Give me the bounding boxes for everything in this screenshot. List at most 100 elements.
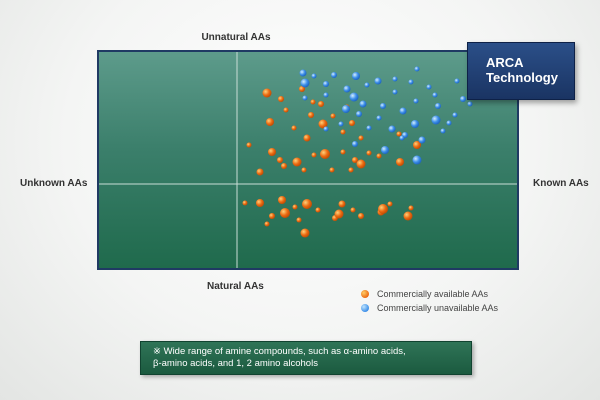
unavailable-aa-dot (426, 84, 432, 90)
available-aa-dot (330, 113, 336, 119)
note-line-1: ※ Wide range of amine compounds, such as… (153, 346, 406, 357)
unavailable-aa-dot (467, 101, 473, 107)
available-aa-dot (292, 157, 302, 167)
unavailable-aa-dot (392, 76, 398, 82)
available-aa-dot (277, 157, 283, 163)
axis-label-left: Unknown AAs (20, 178, 88, 189)
available-aa-dot (352, 157, 358, 163)
available-aa-dot (308, 112, 314, 118)
available-aa-dot (329, 167, 335, 173)
available-aa-dot (408, 205, 414, 211)
available-aa-dot (300, 228, 310, 238)
available-aa-dot (310, 99, 316, 105)
dot-cloud (242, 66, 473, 238)
legend-item-unavailable: Commercially unavailable AAs (361, 301, 498, 315)
unavailable-aa-dot (432, 92, 438, 98)
available-aa-dot (358, 135, 364, 141)
unavailable-aa-dot (380, 103, 386, 109)
blue-dot-icon (361, 304, 369, 312)
legend: Commercially available AAs Commercially … (361, 287, 498, 315)
axis-label-top: Unnatural AAs (201, 32, 271, 43)
badge-line-1: ARCA (486, 55, 524, 70)
available-aa-dot (302, 199, 312, 209)
legend-label-available: Commercially available AAs (377, 289, 489, 299)
unavailable-aa-dot (364, 82, 370, 88)
available-aa-dot (376, 153, 382, 159)
available-aa-dot (318, 119, 328, 129)
available-aa-dot (268, 148, 276, 156)
axis-label-right: Known AAs (533, 178, 589, 189)
available-aa-dot (291, 125, 297, 131)
unavailable-aa-dot (323, 92, 329, 98)
unavailable-aa-dot (302, 95, 308, 101)
unavailable-aa-dot (413, 98, 419, 104)
available-aa-dot (266, 118, 274, 126)
available-aa-dot (278, 196, 286, 204)
available-aa-dot (320, 149, 330, 159)
unavailable-aa-dot (311, 73, 317, 79)
unavailable-aa-dot (366, 125, 372, 131)
available-aa-dot (340, 149, 346, 155)
available-aa-dot (303, 134, 311, 142)
available-aa-dot (334, 209, 344, 219)
unavailable-aa-dot (359, 100, 367, 108)
unavailable-aa-dot (408, 79, 414, 85)
orange-dot-icon (361, 290, 369, 298)
available-aa-dot (358, 213, 364, 219)
unavailable-aa-dot (440, 128, 446, 134)
unavailable-aa-dot (381, 146, 389, 154)
unavailable-aa-dot (323, 126, 329, 132)
unavailable-aa-dot (352, 72, 360, 80)
available-aa-dot (269, 213, 275, 219)
available-aa-dot (292, 204, 298, 210)
unavailable-aa-dot (331, 72, 337, 78)
arca-technology-badge: ARCA Technology (467, 42, 575, 100)
available-aa-dot (349, 120, 355, 126)
available-aa-dot (242, 200, 248, 206)
available-aa-dot (262, 88, 272, 98)
available-aa-dot (281, 163, 287, 169)
unavailable-aa-dot (356, 111, 362, 117)
unavailable-aa-dot (374, 77, 382, 85)
available-aa-dot (403, 211, 413, 221)
available-aa-dot (387, 201, 393, 207)
quadrant-plot (97, 50, 519, 270)
available-aa-dot (299, 86, 305, 92)
unavailable-aa-dot (323, 81, 329, 87)
unavailable-aa-dot (418, 136, 426, 144)
available-aa-dot (264, 221, 270, 227)
available-aa-dot (340, 129, 346, 135)
available-aa-dot (350, 207, 356, 213)
note-line-2: β-amino acids, and 1, 2 amino alcohols (153, 358, 318, 369)
note-box: ※ Wide range of amine compounds, such as… (140, 341, 472, 375)
unavailable-aa-dot (300, 78, 310, 88)
unavailable-aa-dot (446, 120, 452, 126)
unavailable-aa-dot (452, 112, 458, 118)
available-aa-dot (283, 107, 289, 113)
quadrant-plot-svg (99, 52, 517, 268)
unavailable-aa-dot (454, 78, 460, 84)
available-aa-dot (246, 142, 252, 148)
unavailable-aa-dot (412, 155, 422, 165)
unavailable-aa-dot (435, 103, 441, 109)
badge-line-2: Technology (486, 70, 558, 85)
unavailable-aa-dot (431, 115, 441, 125)
available-aa-dot (278, 96, 284, 102)
available-aa-dot (413, 141, 421, 149)
available-aa-dot (318, 101, 324, 107)
legend-item-available: Commercially available AAs (361, 287, 498, 301)
unavailable-aa-dot (411, 120, 419, 128)
unavailable-aa-dot (349, 92, 359, 102)
unavailable-aa-dot (399, 107, 407, 115)
available-aa-dot (378, 204, 388, 214)
available-aa-dot (296, 217, 302, 223)
unavailable-aa-dot (299, 69, 307, 77)
unavailable-aa-dot (352, 141, 358, 147)
unavailable-aa-dot (388, 125, 396, 133)
available-aa-dot (396, 158, 404, 166)
unavailable-aa-dot (460, 96, 466, 102)
available-aa-dot (256, 168, 264, 176)
axis-label-bottom: Natural AAs (207, 281, 264, 292)
unavailable-aa-dot (399, 135, 405, 141)
available-aa-dot (366, 150, 372, 156)
